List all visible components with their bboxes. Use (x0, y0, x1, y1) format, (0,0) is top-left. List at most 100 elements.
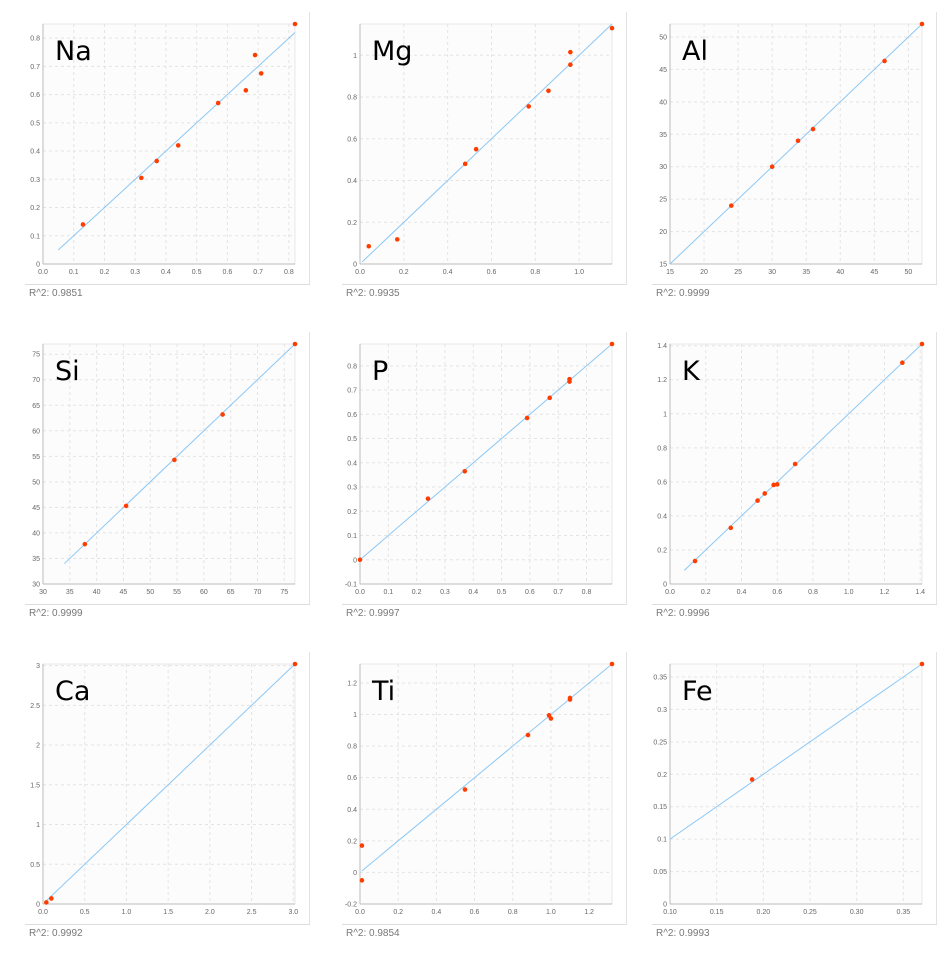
y-tick-label: 0 (663, 902, 667, 909)
x-tick-label: 30 (768, 269, 776, 276)
data-point (769, 164, 775, 170)
y-tick-label: 0.6 (30, 92, 40, 99)
y-tick-label: 2 (36, 743, 40, 750)
x-tick-label: 1.4 (915, 589, 925, 596)
x-tick-label: 0.6 (470, 909, 480, 916)
data-point (359, 843, 365, 848)
r-squared-label: R^2: 0.9992 (29, 928, 83, 939)
y-tick-label: 1.4 (657, 343, 667, 350)
y-tick-label: 0.35 (653, 674, 667, 681)
chart-panel-k: 0.0 0.2 0.4 0.6 0.8 1.0 1.2 1.4 0 0.2 0.4 0.6 0.8 1 1.… (632, 332, 937, 632)
r-squared-label: R^2: 0.9999 (656, 288, 710, 299)
data-point (139, 175, 144, 181)
data-point (175, 143, 181, 148)
y-tick-label: 45 (32, 505, 40, 512)
y-tick-label: -0.2 (345, 902, 357, 909)
chart-svg: 0.0 0.2 0.4 0.6 0.8 1.0 1.2 -0.2 0 0.2 0.4 0.6 0.8 1 1… (345, 661, 615, 916)
panel-border (936, 332, 937, 605)
data-point (810, 126, 816, 132)
y-tick-label: 0.8 (30, 36, 40, 43)
data-point (292, 21, 298, 27)
divider (652, 284, 937, 285)
y-tick-label: 1.2 (657, 377, 667, 384)
data-point (749, 777, 755, 782)
y-tick-label: 30 (32, 582, 40, 589)
data-point (568, 62, 573, 67)
data-point (252, 52, 258, 58)
y-tick-label: 0.1 (347, 533, 357, 540)
x-tick-label: 0.25 (803, 909, 817, 916)
x-tick-label: 0.0 (355, 909, 365, 916)
r-squared-label: R^2: 0.9997 (346, 608, 400, 619)
x-tick-label: 0.1 (69, 269, 79, 276)
data-point (359, 878, 365, 883)
data-point (462, 161, 468, 167)
data-point (44, 900, 49, 905)
panel-border (626, 12, 627, 285)
element-label: K (682, 356, 700, 387)
y-tick-label: 0.2 (347, 838, 357, 845)
element-label: Al (682, 36, 708, 67)
x-tick-label: 0.15 (710, 909, 724, 916)
element-label: Na (55, 36, 92, 67)
chart-svg: 0.0 0.2 0.4 0.6 0.8 1.0 1.2 1.4 0 0.2 0.4 0.6 0.8 1 1.… (657, 341, 925, 596)
data-point (258, 71, 264, 76)
x-tick-label: 0.7 (553, 589, 563, 596)
y-tick-label: 25 (659, 197, 667, 204)
x-tick-label: 1.5 (163, 909, 173, 916)
data-point (882, 58, 887, 64)
chart-panel-p: 0.0 0.1 0.2 0.3 0.4 0.5 0.6 0.7 0.8 -0.1 0 0.1 0.2 0.… (322, 332, 627, 632)
data-point (919, 661, 925, 667)
y-tick-label: 0.05 (653, 869, 667, 876)
divider (25, 924, 310, 925)
fit-line (58, 32, 296, 251)
data-point (215, 100, 221, 106)
data-point (80, 222, 86, 227)
y-tick-label: 0.15 (653, 804, 667, 811)
fit-line (45, 663, 296, 902)
data-point (567, 379, 572, 384)
divider (25, 284, 310, 285)
y-tick-label: 0.7 (347, 388, 357, 395)
x-tick-label: 0.2 (393, 909, 403, 916)
fit-line (683, 343, 923, 571)
x-tick-label: 0.5 (497, 589, 507, 596)
data-point (609, 25, 615, 31)
x-tick-label: 0.6 (772, 589, 782, 596)
x-tick-label: 0.8 (508, 909, 518, 916)
plot-area (359, 663, 613, 905)
x-tick-label: 45 (120, 589, 128, 596)
x-tick-label: 0.0 (355, 269, 365, 276)
x-tick-label: 35 (66, 589, 74, 596)
x-tick-label: 15 (666, 269, 674, 276)
x-tick-label: 70 (254, 589, 262, 596)
data-point (919, 341, 925, 347)
data-point (548, 716, 554, 721)
y-tick-label: 1.2 (347, 680, 357, 687)
y-tick-label: 0.8 (347, 363, 357, 370)
x-tick-label: 3.0 (288, 909, 298, 916)
panel-border (626, 332, 627, 605)
element-label: P (372, 356, 389, 387)
chart-svg: 0.0 0.2 0.4 0.6 0.8 1.0 0 0.2 0.4 0.6 0.8 1 (347, 23, 615, 276)
data-point (774, 482, 780, 487)
y-tick-label: 1 (663, 411, 667, 418)
data-point (172, 457, 177, 463)
x-tick-label: 0.0 (355, 589, 365, 596)
element-label: Fe (682, 676, 713, 707)
y-tick-label: 55 (32, 454, 40, 461)
data-point (755, 498, 760, 503)
data-point (525, 732, 531, 738)
y-tick-label: 0.1 (30, 233, 40, 240)
y-tick-label: 35 (32, 556, 40, 563)
r-squared-label: R^2: 0.9999 (29, 608, 83, 619)
y-tick-label: 0.8 (347, 95, 357, 102)
x-tick-label: 50 (904, 269, 912, 276)
y-tick-label: 1 (36, 822, 40, 829)
x-tick-label: 55 (173, 589, 181, 596)
chart-svg: 0.10 0.15 0.20 0.25 0.30 0.35 0 0.05 0.1 0.15 0.2 0… (653, 661, 925, 916)
x-tick-label: 0.4 (737, 589, 747, 596)
y-tick-label: 0.4 (347, 460, 357, 467)
chart-panel-fe: 0.10 0.15 0.20 0.25 0.30 0.35 0 0.05 0.1 0.15 0.2 0… (632, 652, 937, 952)
y-tick-label: 0.2 (30, 205, 40, 212)
